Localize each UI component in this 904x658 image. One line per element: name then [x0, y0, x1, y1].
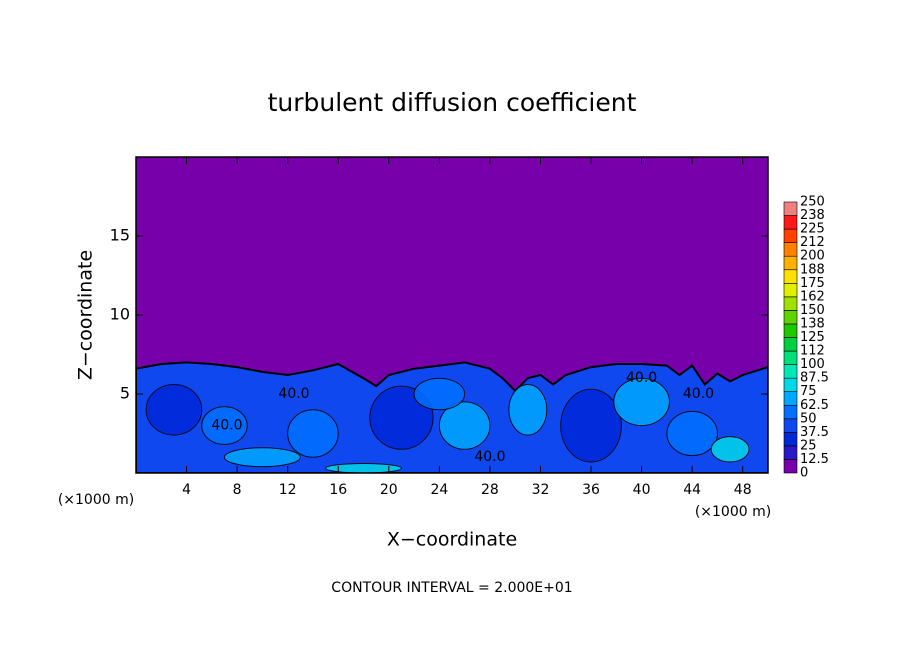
- colorbar-bin: [783, 228, 798, 243]
- colorbar-label: 125: [800, 330, 825, 345]
- colorbar-bin: [783, 201, 798, 216]
- colorbar-label: 50: [800, 411, 817, 426]
- colorbar-bin: [783, 445, 798, 460]
- colorbar-label: 138: [800, 316, 825, 331]
- colorbar-bin: [783, 323, 798, 338]
- colorbar-label: 225: [800, 222, 825, 237]
- y-axis-label: Z−coordinate: [75, 250, 97, 380]
- x-axis-label: X−coordinate: [387, 529, 517, 551]
- x-tick-label: 16: [329, 482, 347, 498]
- x-tick-label: 20: [380, 482, 398, 498]
- colorbar-bin: [783, 215, 798, 230]
- x-unit-label: (×1000 m): [58, 492, 134, 508]
- contour-label: 40.0: [211, 418, 242, 434]
- colorbar-bin: [783, 377, 798, 392]
- eddy: [613, 377, 670, 427]
- colorbar-bin: [783, 432, 798, 447]
- x-tick-label: 40: [633, 482, 651, 498]
- colorbar-bin: [783, 269, 798, 284]
- x-tick-label: 36: [582, 482, 600, 498]
- x-tick-label: 32: [532, 482, 550, 498]
- contour-label: 40.0: [278, 386, 309, 402]
- colorbar-label: 162: [800, 289, 825, 304]
- eddy: [560, 388, 622, 463]
- footer: CONTOUR INTERVAL = 2.000E+01: [331, 580, 572, 596]
- eddy: [438, 401, 491, 450]
- colorbar-label: 75: [800, 384, 817, 399]
- x-tick-label: 12: [279, 482, 297, 498]
- colorbar-bin: [783, 337, 798, 352]
- eddy: [413, 377, 466, 411]
- colorbar-bin: [783, 459, 798, 474]
- colorbar-bin: [783, 310, 798, 325]
- colorbar-label: 100: [800, 357, 825, 372]
- chart-title: turbulent diffusion coefficient: [268, 88, 637, 117]
- colorbar-label: 238: [800, 208, 825, 223]
- x-tick-label: 48: [734, 482, 752, 498]
- colorbar-label: 212: [800, 235, 825, 250]
- contour-label: 40.0: [626, 370, 657, 386]
- x-tick-label: 44: [683, 482, 701, 498]
- eddy: [325, 463, 402, 473]
- colorbar-label: 250: [800, 195, 825, 210]
- colorbar-label: 62.5: [800, 398, 829, 413]
- x-tick-label: 28: [481, 482, 499, 498]
- y-tick-label: 5: [120, 384, 130, 403]
- x-tick-label: 8: [233, 482, 242, 498]
- colorbar-bin: [783, 282, 798, 298]
- colorbar-label: 37.5: [800, 425, 829, 440]
- colorbar-bin: [783, 404, 798, 420]
- colorbar-label: 12.5: [800, 452, 829, 467]
- x-unit-label: (×1000 m): [695, 504, 771, 520]
- colorbar-bin: [783, 364, 798, 379]
- colorbar-label: 25: [800, 438, 817, 453]
- contour-label: 40.0: [683, 386, 714, 402]
- y-tick-label: 15: [110, 226, 130, 245]
- colorbar-label: 0: [800, 466, 808, 481]
- colorbar-bin: [783, 296, 798, 311]
- colorbar-label: 87.5: [800, 371, 829, 386]
- eddy: [287, 409, 339, 458]
- colorbar-bin: [783, 350, 798, 365]
- contour-label: 40.0: [474, 449, 505, 465]
- field: 40.0 40.0 40.0 40.0 40.0: [136, 157, 768, 473]
- colorbar-label: 150: [800, 303, 825, 318]
- x-tick-label: 24: [430, 482, 448, 498]
- colorbar-bin: [783, 391, 798, 406]
- eddy: [201, 406, 248, 446]
- eddy: [666, 410, 718, 457]
- colorbar-bin: [783, 255, 798, 271]
- y-tick-label: 10: [110, 305, 130, 324]
- colorbar-bin: [783, 242, 798, 257]
- eddy: [508, 384, 548, 436]
- colorbar-label: 112: [800, 344, 825, 359]
- eddy: [223, 447, 301, 468]
- eddy: [710, 436, 750, 463]
- x-tick-label: 4: [182, 482, 191, 498]
- colorbar-label: 200: [800, 249, 825, 264]
- eddy: [145, 384, 203, 436]
- colorbar-label: 175: [800, 276, 825, 291]
- colorbar-label: 188: [800, 262, 825, 277]
- colorbar-bin: [783, 418, 798, 433]
